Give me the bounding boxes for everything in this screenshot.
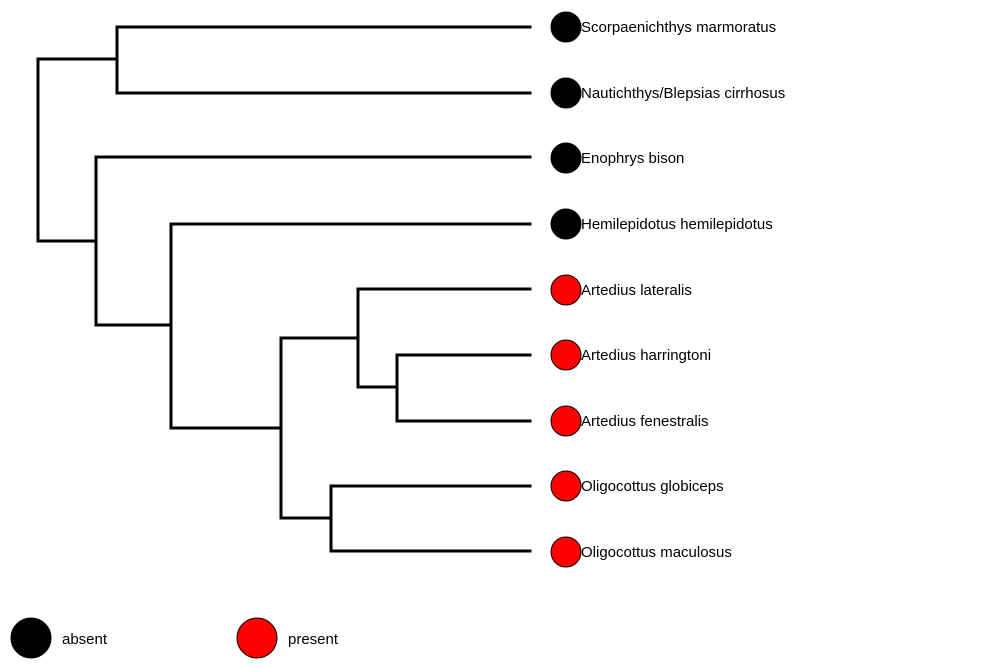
tree-branches xyxy=(36,25,532,553)
tip-marker-absent xyxy=(550,208,582,240)
legend-marker-absent xyxy=(10,617,52,659)
tip-label-9: Oligocottus maculosus xyxy=(581,544,732,561)
tip-label-3: Enophrys bison xyxy=(581,150,684,167)
tip-marker-present xyxy=(550,470,582,502)
legend-label-absent: absent xyxy=(62,631,108,648)
tip-marker-absent xyxy=(550,77,582,109)
tip-label-8: Oligocottus globiceps xyxy=(581,478,724,495)
tip-marker-present xyxy=(550,405,582,437)
tip-labels: Scorpaenichthys marmoratus Nautichthys/B… xyxy=(581,19,785,561)
legend: absent present xyxy=(10,617,339,659)
tip-label-6: Artedius harringtoni xyxy=(581,347,711,364)
legend-marker-present xyxy=(236,617,278,659)
tip-label-4: Hemilepidotus hemilepidotus xyxy=(581,216,773,233)
tip-marker-absent xyxy=(550,11,582,43)
tip-marker-present xyxy=(550,536,582,568)
tip-marker-absent xyxy=(550,142,582,174)
tip-label-2: Nautichthys/Blepsias cirrhosus xyxy=(581,85,785,102)
legend-label-present: present xyxy=(288,631,339,648)
tip-label-5: Artedius lateralis xyxy=(581,282,692,299)
tip-label-1: Scorpaenichthys marmoratus xyxy=(581,19,776,36)
tip-label-7: Artedius fenestralis xyxy=(581,413,709,430)
tip-state-markers xyxy=(550,11,582,568)
tip-marker-present xyxy=(550,339,582,371)
tip-marker-present xyxy=(550,274,582,306)
